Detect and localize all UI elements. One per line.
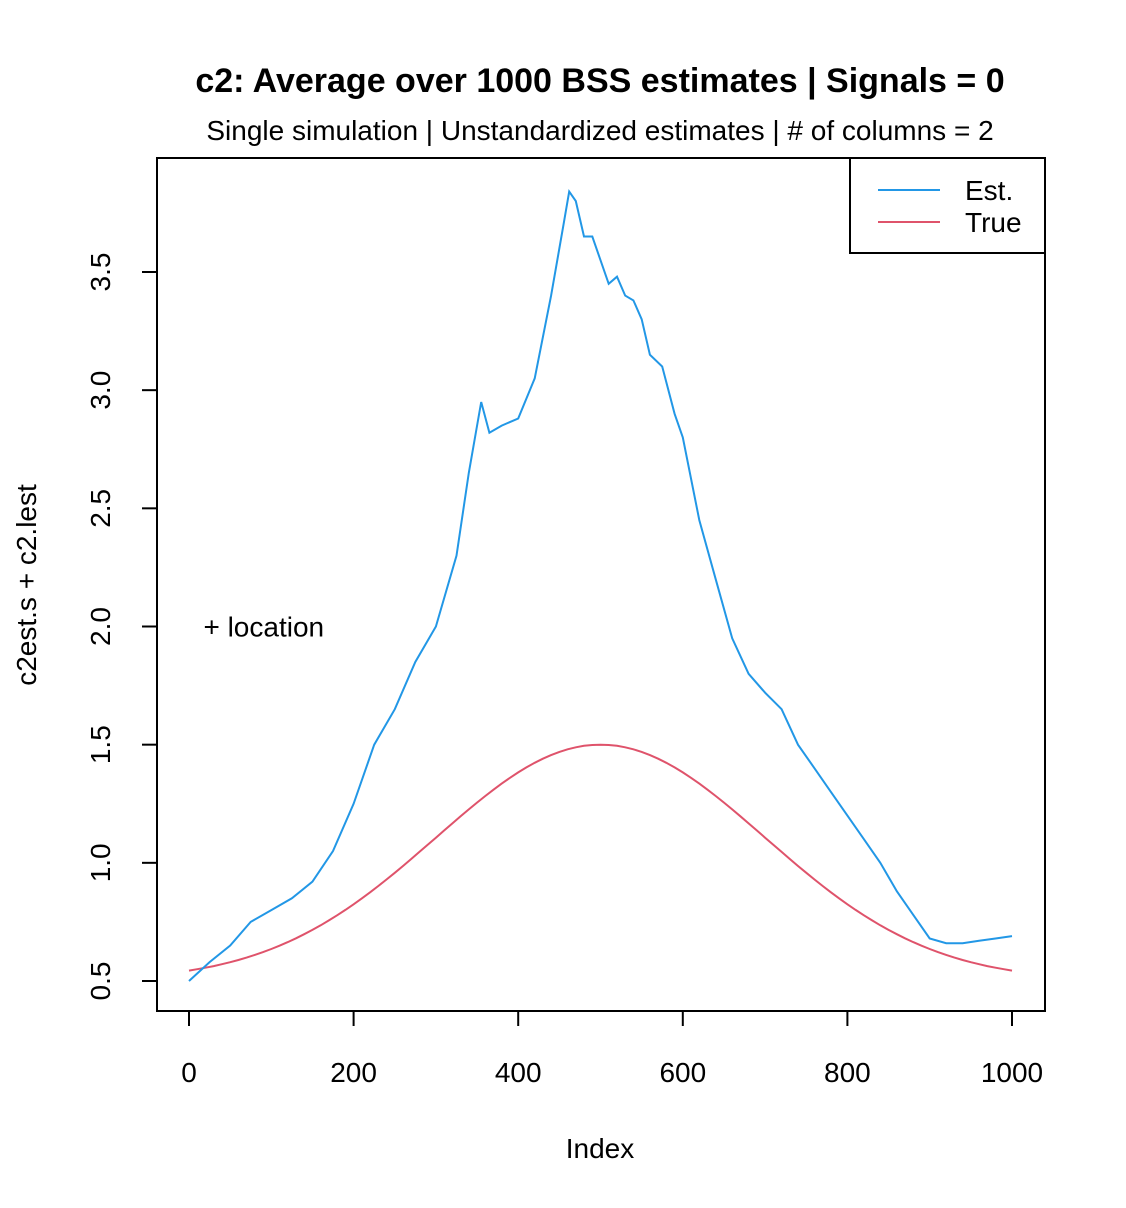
series-line-true [188, 743, 1013, 972]
y-tick-label: 3.0 [85, 371, 116, 410]
x-tick-label: 400 [495, 1057, 542, 1088]
x-axis: 0 200 400 600 800 1000 [181, 1010, 1043, 1088]
location-annotation: + location [203, 612, 324, 643]
legend-label-est: Est. [965, 175, 1013, 206]
x-tick-label: 200 [330, 1057, 377, 1088]
y-tick-label: 0.5 [85, 962, 116, 1001]
y-tick-label: 1.0 [85, 843, 116, 882]
x-tick-label: 1000 [981, 1057, 1043, 1088]
x-tick-label: 800 [824, 1057, 871, 1088]
y-tick-label: 2.0 [85, 607, 116, 646]
legend-label-true: True [965, 207, 1022, 238]
x-tick-label: 0 [181, 1057, 197, 1088]
x-tick-label: 600 [659, 1057, 706, 1088]
x-axis-label: Index [566, 1133, 635, 1164]
series-line-est [188, 189, 1013, 982]
series-layer [188, 189, 1013, 982]
y-tick-label: 2.5 [85, 489, 116, 528]
plot-frame [156, 157, 1046, 1012]
y-axis: 0.5 1.0 1.5 2.0 2.5 3.0 3.5 [85, 253, 158, 1001]
y-tick-label: 3.5 [85, 253, 116, 292]
legend-box [849, 157, 1046, 254]
legend: Est. True [849, 157, 1046, 254]
chart-title: c2: Average over 1000 BSS estimates | Si… [195, 62, 1004, 100]
y-axis-label: c2est.s + c2.lest [11, 484, 42, 686]
y-tick-label: 1.5 [85, 725, 116, 764]
chart-subtitle: Single simulation | Unstandardized estim… [206, 115, 993, 146]
